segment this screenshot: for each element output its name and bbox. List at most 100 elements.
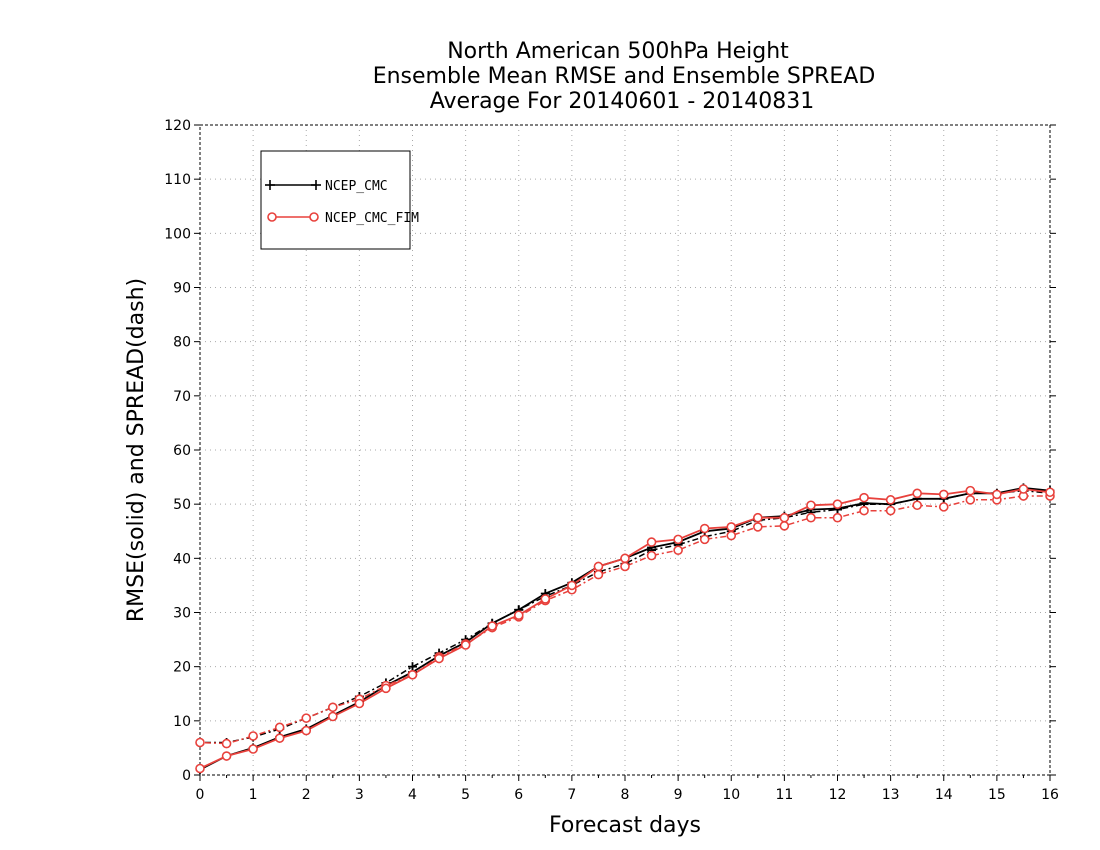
data-point-circle [699,534,710,545]
title-line-2: Ensemble Mean RMSE and Ensemble SPREAD [373,64,876,89]
data-point-circle [753,512,763,523]
x-tick-label: 14 [935,787,953,803]
data-point-circle [301,713,312,723]
data-point-circle [912,500,922,511]
x-tick-label: 13 [882,787,900,803]
y-tick-label: 20 [173,660,191,676]
x-tick-label: 3 [355,787,364,803]
data-point-circle [274,733,285,743]
data-point-circle [301,725,312,736]
data-point-circle [726,522,737,532]
data-point-circle [620,553,630,564]
data-point-circle [753,522,763,532]
y-tick-label: 30 [173,606,191,622]
data-point-circle [885,495,896,505]
data-point-circle [248,731,258,741]
x-tick-label: 6 [514,787,523,803]
x-tick-label: 8 [621,787,630,803]
data-point-circle [938,502,949,512]
data-point-circle [221,751,232,761]
y-tick-label: 70 [173,389,191,405]
data-point-circle [195,763,205,774]
data-point-circle [487,621,497,631]
y-tick-label: 110 [164,172,191,188]
data-point-circle [912,488,922,499]
y-axis: 0 10 20 30 40 50 60 70 80 90 100 110 120 [164,118,1056,784]
data-point-circle [354,698,365,709]
data-point-circle [567,580,577,591]
data-point-circle [938,489,949,500]
data-point-circle [779,521,790,531]
legend-label-ncep-cmc: NCEP_CMC [325,179,388,194]
data-point-circle [593,569,604,580]
y-tick-label: 100 [164,226,191,242]
data-point-circle [885,505,896,516]
data-point-circle [726,530,737,541]
data-point-circle [673,545,683,556]
data-point-circle [434,653,444,664]
title-line-1: North American 500hPa Height [447,39,789,64]
spread-line-ncep-cmc-fim [199,495,1050,745]
data-point-circle [699,523,710,534]
data-point-circle [381,683,391,694]
rmse-markers-ncep-cmc-fim [195,484,1055,774]
data-point-circle [832,499,843,509]
y-tick-label: 40 [173,551,191,567]
data-point-circle [965,495,976,505]
spread-line-ncep-cmc [200,489,1051,744]
legend-label-ncep-cmc-fim: NCEP_CMC_FIM [325,211,419,226]
data-point-circle [195,737,205,748]
data-point-circle [1045,487,1055,498]
x-tick-label: 7 [567,787,576,803]
data-point-circle [859,505,869,516]
data-point-circle [992,489,1002,500]
legend-box [260,150,411,250]
x-tick-label: 15 [988,787,1006,803]
x-tick-label: 10 [722,787,740,803]
x-axis-label: Forecast days [549,813,701,838]
x-tick-label: 0 [196,787,205,803]
y-axis-label: RMSE(solid) and SPREAD(dash) [124,278,149,622]
data-point-circle [460,640,471,650]
data-point-circle [779,512,790,523]
data-point-circle [620,561,630,572]
data-point-circle [221,738,232,749]
data-point-circle [806,500,816,511]
title-line-3: Average For 20140601 - 20140831 [430,89,815,114]
x-tick-label: 16 [1041,787,1059,803]
data-point-circle [646,550,657,561]
legend: NCEP_CMC NCEP_CMC_FIM [260,150,419,250]
chart-title: North American 500hPa Height Ensemble Me… [373,39,876,114]
data-point-circle [1018,484,1029,494]
data-point-circle [673,534,683,545]
y-tick-label: 60 [173,443,191,459]
y-tick-label: 10 [173,714,191,730]
legend-marker-ncep-cmc [265,180,321,190]
data-point-circle [806,512,816,523]
data-point-circle [832,512,843,523]
data-point-circle [646,537,657,547]
x-axis: 0 1 2 3 4 5 6 7 8 9 10 11 12 13 14 15 16 [196,775,1059,803]
data-point-circle [328,702,338,713]
x-tick-label: 1 [249,787,258,803]
data-point-circle [248,744,258,754]
data-point-circle [540,594,551,604]
x-tick-label: 5 [461,787,470,803]
legend-marker-ncep-cmc-fim-2 [309,212,319,222]
y-tick-label: 80 [173,335,191,351]
y-tick-label: 90 [173,281,191,297]
x-tick-label: 9 [674,787,683,803]
data-point-circle [859,492,869,503]
y-tick-label: 50 [173,497,191,513]
y-tick-label: 0 [182,768,191,784]
data-point-circle [593,561,604,572]
data-point-circle [274,722,285,733]
data-point-circle [965,485,976,496]
x-tick-label: 12 [829,787,847,803]
data-point-circle [407,669,418,680]
data-point-circle [328,711,338,722]
x-tick-label: 4 [408,787,417,803]
x-tick-label: 2 [302,787,311,803]
y-tick-label: 120 [164,118,191,134]
